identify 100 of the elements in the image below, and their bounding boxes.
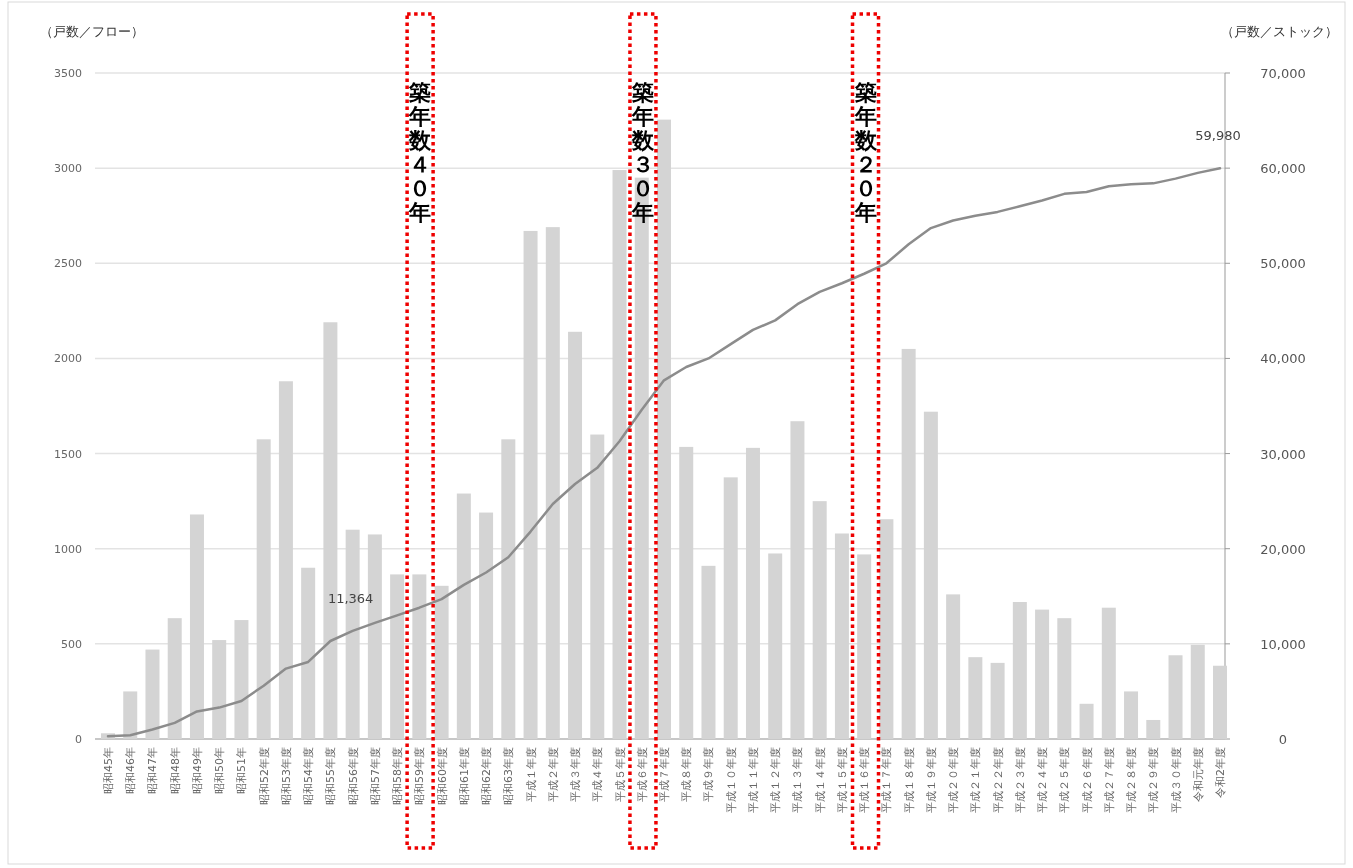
x-tick-label: 平成２５年度	[1058, 747, 1072, 813]
bar	[390, 574, 405, 739]
x-tick-label: 令和元年度	[1191, 747, 1205, 802]
y-tick-label: 3000	[54, 162, 82, 176]
x-tick-label: 昭和58年度	[391, 747, 405, 805]
bar	[301, 567, 316, 739]
x-tick-label: 平成１年度	[524, 747, 538, 802]
bar	[701, 565, 716, 739]
x-tick-label: 昭和48年	[168, 747, 182, 794]
bar	[923, 411, 938, 739]
x-tick-label: 昭和61年度	[457, 747, 471, 805]
bar	[1101, 607, 1116, 739]
bar	[612, 170, 627, 739]
y-axis-title: （戸数／フロー）	[40, 24, 144, 39]
x-tick-label: 令和2年度	[1214, 747, 1227, 798]
y-tick-label: 2500	[54, 257, 82, 271]
x-tick-label: 昭和60年度	[435, 747, 449, 805]
bar	[456, 493, 471, 739]
bar	[1124, 691, 1139, 739]
x-tick-label: 昭和51年	[235, 747, 249, 794]
bar	[1190, 644, 1205, 739]
y-tick-label: 1000	[54, 542, 82, 556]
annotation: 築年数２０年	[853, 79, 878, 225]
bar	[145, 649, 160, 739]
bar	[790, 421, 805, 739]
y-tick-label: 0	[75, 733, 82, 746]
y2-tick-label: 60,000	[1260, 161, 1306, 177]
x-tick-label: 平成１６年度	[858, 747, 872, 813]
annotation: 築年数３０年	[630, 79, 655, 225]
bar	[812, 501, 827, 739]
x-tick-label: 昭和62年度	[480, 747, 494, 805]
x-tick-label: 平成８年度	[680, 747, 694, 802]
bar	[234, 620, 249, 739]
x-tick-label: 平成１５年度	[835, 747, 849, 813]
x-tick-label: 平成６年度	[635, 747, 649, 802]
bar	[212, 640, 227, 739]
x-tick-label: 平成２０年度	[947, 747, 961, 813]
bar	[1213, 665, 1227, 739]
x-tick-label: 昭和47年	[146, 747, 160, 794]
data-label: 59,980	[1195, 128, 1241, 144]
bar	[879, 519, 894, 739]
bar	[523, 230, 538, 739]
bar	[834, 533, 849, 739]
bar	[968, 657, 983, 739]
x-tick-label: 平成２３年度	[1013, 747, 1027, 813]
y2-tick-label: 30,000	[1260, 446, 1306, 462]
bar	[745, 447, 760, 739]
y2-axis-title: （戸数／ストック）	[1221, 24, 1338, 39]
bar	[545, 227, 560, 739]
x-tick-label: 平成４年度	[591, 747, 605, 802]
x-tick-label: 平成２６年度	[1080, 747, 1094, 813]
bar	[590, 434, 605, 739]
x-tick-label: 平成１４年度	[813, 747, 827, 813]
y2-tick-label: 20,000	[1260, 541, 1306, 557]
y-tick-label: 1500	[54, 447, 82, 461]
x-tick-label: 昭和46年	[124, 747, 138, 794]
bar	[679, 446, 694, 739]
bar	[1057, 618, 1072, 739]
y2-tick-label: 40,000	[1260, 351, 1306, 367]
x-tick-label: 昭和50年	[213, 747, 227, 794]
bar	[990, 662, 1005, 739]
x-tick-label: 平成２４年度	[1036, 747, 1050, 813]
y-tick-label: 3500	[54, 67, 82, 80]
bar	[1168, 655, 1183, 739]
x-tick-label: 昭和59年度	[413, 747, 427, 805]
bar	[657, 119, 671, 739]
x-tick-label: 平成７年度	[658, 747, 671, 802]
x-tick-label: 昭和63年度	[502, 747, 516, 805]
bar	[189, 514, 204, 739]
bar	[412, 574, 427, 739]
y-tick-label: 2000	[54, 352, 82, 366]
bar	[901, 348, 916, 739]
x-tick-label: 昭和53年度	[279, 747, 293, 805]
bar	[278, 381, 293, 739]
x-tick-label: 昭和54年度	[302, 747, 316, 805]
bar	[434, 585, 449, 739]
x-tick-label: 平成１７年度	[880, 747, 894, 813]
x-tick-label: 平成１９年度	[924, 747, 938, 813]
x-tick-label: 平成２年度	[546, 747, 560, 802]
x-tick-label: 平成２７年度	[1102, 747, 1116, 813]
x-tick-label: 平成２９年度	[1147, 747, 1161, 813]
x-tick-label: 昭和45年	[102, 747, 115, 794]
x-tick-label: 昭和57年度	[368, 747, 382, 805]
bar	[501, 439, 516, 739]
x-tick-label: 平成２１年度	[969, 747, 983, 813]
x-tick-label: 平成２２年度	[991, 747, 1005, 813]
x-tick-label: 平成１３年度	[791, 747, 805, 813]
y2-tick-label: 10,000	[1260, 636, 1306, 652]
bar	[1079, 703, 1094, 739]
y2-tick-label: 50,000	[1260, 256, 1306, 272]
bar	[479, 512, 494, 739]
x-tick-label: 平成５年度	[613, 747, 627, 802]
bar	[167, 618, 182, 739]
x-tick-label: 平成１２年度	[769, 747, 783, 813]
x-tick-label: 平成９年度	[702, 747, 716, 802]
x-tick-label: 昭和56年度	[346, 747, 360, 805]
y-tick-label: 500	[61, 637, 82, 651]
bar	[123, 691, 138, 739]
x-tick-label: 平成１０年度	[724, 747, 738, 813]
x-tick-label: 平成１８年度	[902, 747, 916, 813]
